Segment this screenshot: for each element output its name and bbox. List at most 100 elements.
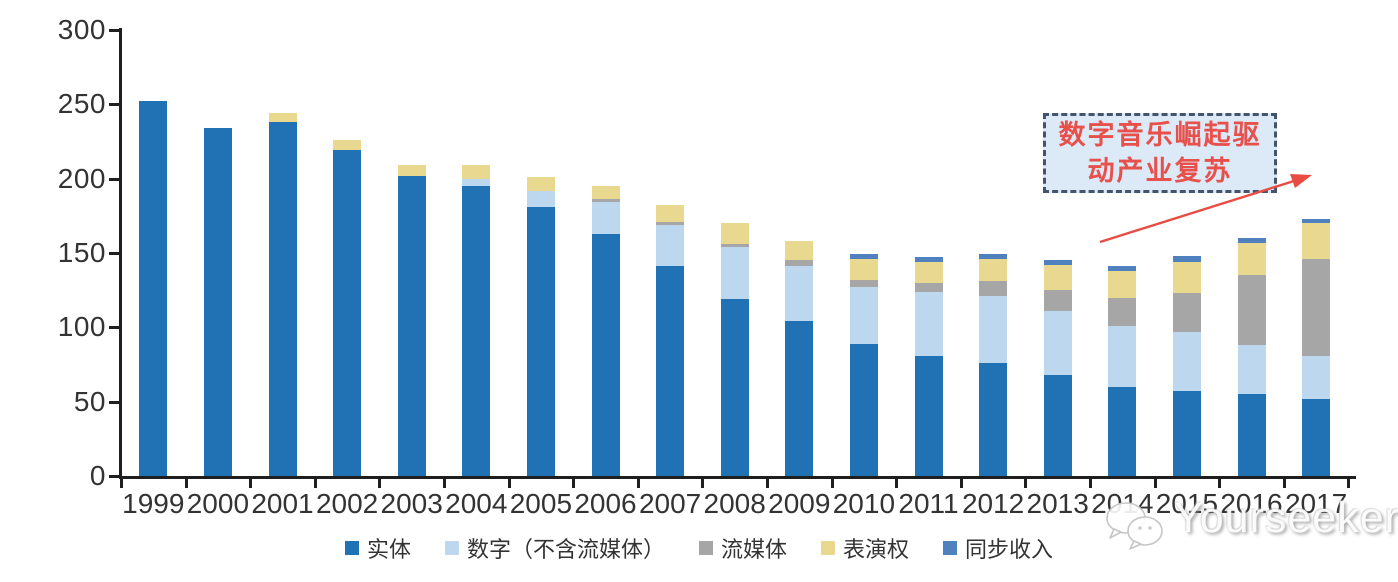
watermark-text: Yourseeker	[1174, 494, 1398, 542]
bar-segment-2000	[203, 128, 232, 476]
x-axis-tick-label: 2006	[574, 488, 637, 519]
y-axis-tick	[109, 475, 119, 478]
annotation-arrow-icon	[1099, 174, 1312, 244]
bar-segment-2006	[591, 199, 620, 203]
bar-segment-2017	[1302, 218, 1331, 224]
bar-segment-2006	[591, 186, 620, 200]
bar-segment-2005	[526, 177, 555, 191]
bar-segment-2016	[1237, 242, 1266, 276]
x-axis-tick	[313, 479, 317, 488]
bar-segment-2013	[1043, 290, 1072, 311]
x-axis-tick-label: 2008	[703, 488, 766, 519]
bar-segment-2002	[333, 140, 362, 151]
chat-bubbles-icon	[1106, 502, 1163, 550]
x-axis-tick-label: 2010	[832, 488, 896, 519]
x-axis-tick-label: 2005	[509, 488, 573, 519]
bar-segment-2012	[979, 258, 1008, 282]
bar-segment-2015	[1172, 255, 1201, 262]
bar-segment-2007	[656, 224, 685, 267]
legend-swatch-icon	[943, 541, 958, 555]
bar-segment-2004	[462, 178, 491, 187]
x-axis-tick	[378, 479, 382, 488]
x-axis-tick	[120, 479, 123, 488]
legend-swatch-icon	[821, 541, 835, 555]
legend-swatch-icon	[344, 541, 359, 555]
y-axis-tick	[109, 252, 119, 255]
x-axis-tick	[184, 479, 188, 488]
y-axis-tick-label: 0	[89, 460, 106, 491]
bar-segment-2008	[720, 223, 749, 245]
bar-segment-2013	[1043, 264, 1072, 291]
legend-label: 同步收入	[965, 537, 1054, 562]
bar-segment-2007	[656, 221, 685, 225]
y-axis-tick	[109, 103, 119, 107]
bar-segment-2016	[1237, 275, 1266, 346]
bar-segment-2005	[526, 190, 555, 207]
x-axis-tick-label: 1999	[122, 488, 185, 519]
legend-label: 实体	[366, 537, 411, 562]
bar-segment-2015	[1172, 261, 1201, 294]
x-axis-tick-label: 2017	[1284, 488, 1348, 519]
x-axis-tick	[959, 479, 963, 488]
x-axis-tick	[443, 479, 446, 488]
bar-segment-2006	[591, 233, 620, 476]
x-axis-tick	[1153, 479, 1157, 488]
y-axis-tick	[109, 400, 119, 404]
bar-segment-2013	[1043, 374, 1072, 476]
x-axis-tick-label: 2001	[251, 488, 314, 519]
bar-segment-2017	[1302, 398, 1331, 476]
bar-segment-2010	[849, 254, 878, 259]
bar-segment-2015	[1172, 391, 1201, 476]
bar-segment-2008	[720, 247, 749, 300]
legend-label: 数字（不含流媒体）	[466, 537, 665, 562]
y-axis-tick	[109, 177, 119, 181]
bar-segment-2011	[914, 355, 943, 476]
bar-segment-2014	[1108, 297, 1137, 326]
legend-item: 流媒体	[698, 532, 787, 564]
bar-segment-2011	[914, 282, 943, 292]
x-axis-tick-label: 2000	[186, 488, 250, 519]
bar-segment-2009	[785, 260, 814, 267]
x-axis-tick	[249, 479, 253, 488]
annotation-text-line1: 数字音乐崛起驱	[1058, 120, 1262, 150]
bar-segment-2016	[1237, 238, 1266, 243]
x-axis-tick-label: 2012	[961, 488, 1025, 519]
bar-segment-2017	[1302, 223, 1331, 259]
bar-segment-2011	[914, 257, 943, 262]
legend-label: 流媒体	[720, 537, 787, 562]
x-axis-tick	[830, 479, 834, 488]
bar-segment-2010	[849, 287, 878, 344]
bar-segment-2010	[849, 279, 878, 288]
x-axis-tick-label: 2007	[638, 488, 702, 519]
x-axis-tick-label: 2004	[445, 488, 508, 519]
bar-segment-2012	[979, 296, 1008, 363]
bar-segment-2013	[1043, 260, 1072, 265]
legend-item: 表演权	[821, 532, 909, 564]
x-axis-line	[119, 476, 1357, 479]
y-axis-tick-label: 200	[57, 162, 106, 194]
y-axis-tick	[109, 29, 119, 32]
bar-segment-2009	[785, 266, 814, 322]
x-axis-tick	[1089, 479, 1092, 488]
bar-segment-2011	[914, 291, 943, 356]
bar-segment-2006	[591, 202, 620, 234]
bar-segment-2016	[1237, 345, 1266, 395]
bar-segment-2015	[1172, 331, 1201, 392]
bar-segment-2014	[1108, 325, 1137, 387]
x-axis-tick	[895, 479, 899, 488]
bar-segment-2012	[979, 281, 1008, 297]
bar-segment-2012	[979, 254, 1008, 259]
x-axis-tick-label: 2002	[315, 488, 379, 519]
y-axis-tick-label: 250	[57, 88, 106, 120]
bar-segment-2010	[849, 343, 878, 476]
bar-segment-2003	[397, 165, 426, 176]
bar-segment-2008	[720, 244, 749, 248]
y-axis-tick-label: 100	[57, 311, 106, 343]
bar-segment-2014	[1108, 386, 1137, 476]
x-axis-tick	[1282, 479, 1286, 488]
bar-segment-2008	[720, 299, 749, 476]
x-axis-tick-label: 2013	[1026, 488, 1089, 519]
bar-segment-2007	[656, 205, 685, 222]
bar-segment-2003	[397, 175, 426, 476]
